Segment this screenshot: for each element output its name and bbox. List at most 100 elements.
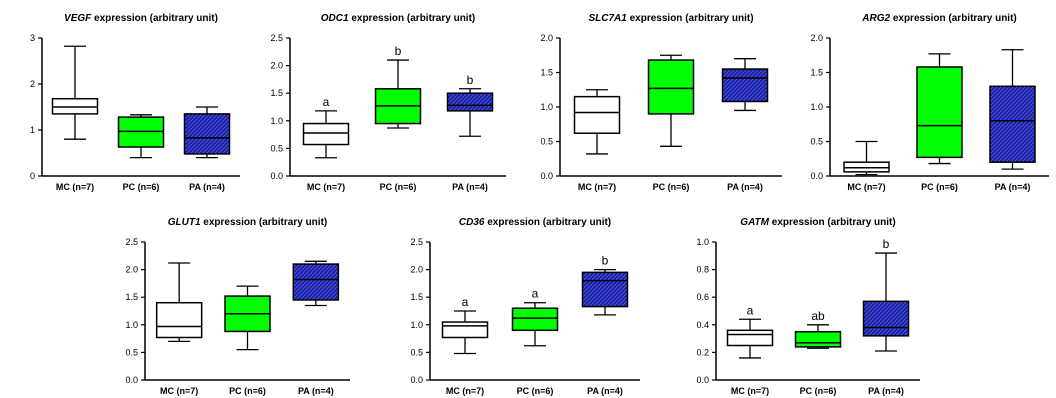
chart-title: ARG2 expression (arbitrary unit) — [861, 13, 1017, 24]
y-tick-label: 1.5 — [125, 292, 138, 302]
box-mc — [573, 89, 621, 155]
y-tick-label: 1.5 — [410, 292, 423, 302]
y-tick-label: 0 — [30, 171, 35, 181]
box-iqr — [292, 263, 340, 301]
box-iqr — [446, 92, 494, 112]
y-tick-label: 1.0 — [410, 320, 423, 330]
x-category-label: MC (n=7) — [731, 386, 769, 396]
x-category-label: MC (n=7) — [847, 182, 885, 192]
y-tick-label: 0.0 — [696, 375, 709, 385]
chart-title: ODC1 expression (arbitrary unit) — [321, 13, 476, 24]
box-iqr — [862, 300, 910, 337]
chart-title-rest: expression (arbitrary unit) — [201, 217, 328, 228]
y-tick-label: 0.5 — [810, 137, 823, 147]
y-tick-label: 1.0 — [270, 116, 283, 126]
x-category-label: PA (n=4) — [868, 386, 904, 396]
box-pc — [224, 285, 271, 351]
significance-letter: b — [395, 44, 402, 58]
y-tick-label: 0.5 — [125, 347, 138, 357]
x-category-label: MC (n=7) — [160, 386, 198, 396]
chart-panel-glut1: GLUT1 expression (arbitrary unit) 0.0 0.5 1… — [125, 217, 350, 396]
chart-title: VEGF expression (arbitrary unit) — [64, 13, 218, 24]
y-tick-label: 3 — [30, 33, 35, 43]
box-iqr — [511, 307, 559, 332]
y-tick-label: 1.5 — [540, 68, 553, 78]
y-tick-label: 1.5 — [270, 88, 283, 98]
chart-title-rest: expression (arbitrary unit) — [349, 13, 476, 24]
significance-letter: a — [532, 287, 539, 301]
chart-title-gene: GLUT1 — [168, 217, 201, 228]
box-mc — [441, 310, 489, 355]
y-tick-label: 1.0 — [540, 102, 553, 112]
chart-panel-vegf: VEGF expression (arbitrary unit) 0 1 2 3 MC (… — [30, 13, 240, 192]
box-pa — [581, 268, 629, 316]
box-mc — [843, 140, 890, 176]
chart-panel-slc7a1: SLC7A1 expression (arbitrary unit) 0.0 0.5… — [540, 13, 782, 192]
y-tick-label: 2.0 — [810, 33, 823, 43]
x-category-label: PC (n=6) — [653, 182, 690, 192]
chart-title-gene: CD36 — [459, 217, 485, 228]
box-pa — [721, 58, 769, 112]
chart-title-rest: expression (arbitrary unit) — [484, 217, 611, 228]
y-tick-label: 0.5 — [540, 137, 553, 147]
box-pc — [647, 54, 695, 147]
box-pa — [292, 260, 340, 307]
y-tick-label: 0.0 — [540, 171, 553, 181]
chart-panel-gatm: GATM expression (arbitrary unit) 0.0 0.2 0.… — [696, 217, 920, 396]
x-category-label: MC (n=7) — [446, 386, 484, 396]
significance-letter: b — [602, 254, 609, 268]
chart-title-gene: VEGF — [64, 13, 92, 24]
box-iqr — [581, 271, 629, 308]
box-iqr — [302, 122, 350, 146]
box-iqr — [989, 85, 1036, 163]
box-pc — [374, 59, 422, 129]
significance-letter: a — [747, 303, 754, 317]
box-pa — [862, 252, 910, 352]
y-tick-label: 0.5 — [270, 143, 283, 153]
y-tick-label: 0.0 — [125, 375, 138, 385]
significance-letter: b — [883, 237, 890, 251]
x-category-label: PC (n=6) — [921, 182, 958, 192]
box-pc — [794, 324, 842, 349]
y-tick-label: 0.4 — [696, 320, 709, 330]
x-category-label: PC (n=6) — [229, 386, 266, 396]
chart-title-rest: expression (arbitrary unit) — [91, 13, 218, 24]
significance-letter: b — [467, 73, 474, 87]
y-tick-label: 2 — [30, 79, 35, 89]
x-category-label: MC (n=7) — [578, 182, 616, 192]
box-iqr — [155, 301, 203, 339]
x-category-label: PC (n=6) — [800, 386, 837, 396]
chart-title: SLC7A1 expression (arbitrary unit) — [588, 13, 753, 24]
box-mc — [302, 110, 350, 159]
chart-panel-cd36: CD36 expression (arbitrary unit) 0.0 0.5 1.… — [410, 217, 640, 396]
chart-title-rest: expression (arbitrary unit) — [890, 13, 1017, 24]
y-tick-label: 1.0 — [125, 320, 138, 330]
box-iqr — [183, 113, 231, 155]
x-category-label: MC (n=7) — [56, 182, 94, 192]
x-category-label: PA (n=4) — [298, 386, 334, 396]
x-category-label: PC (n=6) — [517, 386, 554, 396]
x-category-label: PA (n=4) — [189, 182, 225, 192]
box-pa — [183, 106, 231, 159]
box-pa — [446, 88, 494, 137]
chart-title-rest: expression (arbitrary unit) — [627, 13, 754, 24]
y-tick-label: 2.0 — [540, 33, 553, 43]
y-tick-label: 0.5 — [410, 347, 423, 357]
chart-title: GLUT1 expression (arbitrary unit) — [168, 217, 327, 228]
box-mc — [155, 262, 203, 343]
box-pc — [511, 302, 559, 347]
box-iqr — [573, 95, 621, 134]
chart-title: GATM expression (arbitrary unit) — [740, 217, 895, 228]
y-tick-label: 0.0 — [410, 375, 423, 385]
chart-title-rest: expression (arbitrary unit) — [769, 217, 896, 228]
box-pa — [989, 49, 1036, 170]
chart-title: CD36 expression (arbitrary unit) — [459, 217, 611, 228]
chart-title-gene: SLC7A1 — [588, 13, 627, 24]
chart-panel-odc1: ODC1 expression (arbitrary unit) 0.0 0.5 1.… — [270, 13, 506, 192]
box-iqr — [647, 59, 695, 115]
significance-letter: a — [462, 295, 469, 309]
chart-title-gene: GATM — [740, 217, 769, 228]
box-iqr — [721, 68, 769, 103]
y-tick-label: 2.0 — [270, 61, 283, 71]
